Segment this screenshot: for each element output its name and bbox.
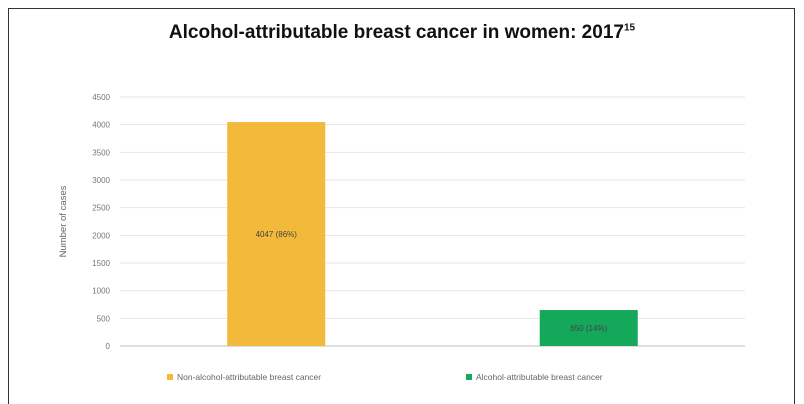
gridlines [120,96,745,347]
legend-swatch [466,374,472,380]
y-tick-label: 4500 [92,93,110,102]
data-label: 4047 (86%) [256,230,298,239]
legend-swatch [167,374,173,380]
legend-label: Alcohol-attributable breast cancer [476,372,603,382]
data-labels: 4047 (86%) 650 (14%) [256,230,608,333]
data-label: 650 (14%) [570,324,607,333]
y-tick-label: 3000 [92,176,110,185]
y-tick-label: 1000 [92,287,110,296]
y-tick-label: 0 [106,342,111,351]
y-tick-label: 3500 [92,148,110,157]
chart-frame [8,8,795,404]
y-tick-label: 4000 [92,121,110,130]
y-tick-label: 500 [97,314,111,323]
bar-2 [539,310,638,346]
bar-1 [227,122,326,346]
legend: Non-alcohol-attributable breast cancer Al… [167,372,603,382]
chart-title: Alcohol-attributable breast cancer in wo… [0,22,804,44]
y-axis-label: Number of cases [58,185,69,257]
title-superscript: 15 [623,22,636,34]
bars [227,122,638,346]
y-tick-label: 1500 [92,259,110,268]
y-tick-label: 2000 [92,231,110,240]
y-axis-ticks: 0 500 1000 1500 2000 2500 3000 3500 4000 4500 [92,93,110,351]
y-tick-label: 2500 [92,204,110,213]
legend-label: Non-alcohol-attributable breast cancer [177,372,321,382]
chart-title-text: Alcohol-attributable breast cancer in wo… [168,22,624,43]
